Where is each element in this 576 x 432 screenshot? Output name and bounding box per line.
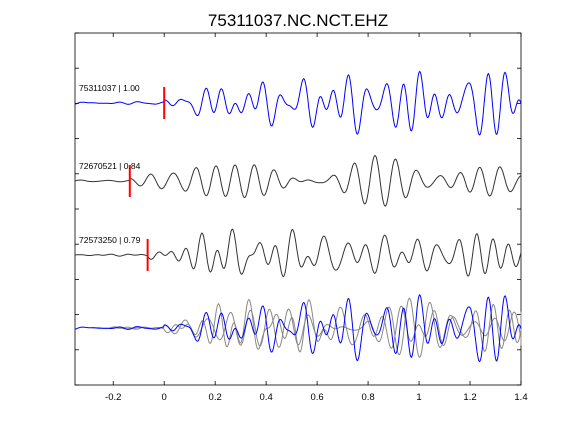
x-tick-label: 1 xyxy=(416,392,421,403)
overlay-stack xyxy=(74,293,522,363)
x-tick-label: 0.2 xyxy=(209,392,222,403)
chart-title: 75311037.NC.NCT.EHZ xyxy=(208,11,388,30)
overlay-trace-line xyxy=(91,298,522,353)
overlay-trace-line xyxy=(74,293,522,363)
y-ticks xyxy=(75,32,521,386)
trace-line xyxy=(75,228,522,278)
trace-group: 75311037 | 1.00 72670521 | 0.84 72573250 |… xyxy=(74,70,522,278)
x-tick-label: 1.2 xyxy=(463,392,476,403)
trace-line xyxy=(74,70,522,136)
trace-label: 72573250 | 0.79 xyxy=(79,235,141,245)
overlay-trace-line xyxy=(109,297,522,358)
x-tick-label: -0.2 xyxy=(105,392,121,403)
trace-label: 72670521 | 0.84 xyxy=(79,161,141,171)
x-tick-label: 0.8 xyxy=(361,392,374,403)
x-axis: -0.2 0 0.2 0.4 0.6 0.8 1 1.2 1.4 xyxy=(105,33,528,403)
x-tick-label: 1.4 xyxy=(514,392,527,403)
x-tick-label: 0.4 xyxy=(260,392,273,403)
x-tick-label: 0.6 xyxy=(311,392,324,403)
x-tick-label: 0 xyxy=(162,392,167,403)
trace-label: 75311037 | 1.00 xyxy=(79,83,140,93)
trace-line xyxy=(74,154,522,207)
